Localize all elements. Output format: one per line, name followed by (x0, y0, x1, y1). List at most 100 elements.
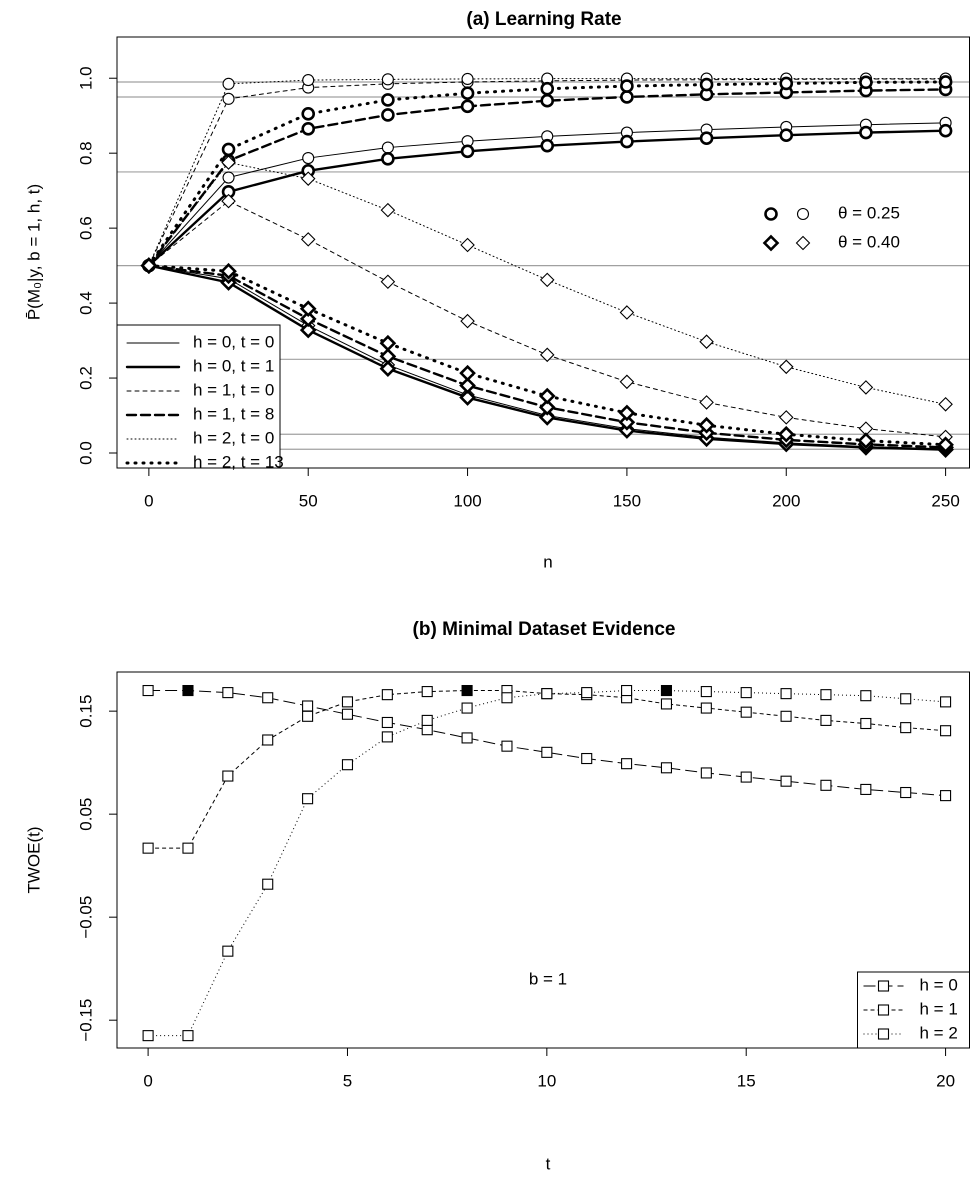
marker (222, 77, 235, 90)
marker (381, 152, 395, 166)
y-axis-label: P̄(M₀|y, b = 1, h, t) (24, 184, 43, 320)
marker (302, 710, 314, 722)
x-tick-label: 20 (936, 1071, 955, 1090)
x-tick-label: 200 (772, 491, 800, 510)
y-tick-label: 0.8 (76, 141, 95, 165)
y-tick-label: −0.05 (76, 896, 95, 939)
marker (460, 144, 475, 159)
marker (540, 93, 555, 108)
marker (262, 692, 274, 704)
marker (780, 775, 792, 787)
marker (302, 74, 315, 87)
marker (301, 107, 316, 121)
marker (796, 207, 810, 221)
marker (618, 404, 636, 422)
marker (182, 684, 194, 697)
marker (222, 945, 234, 957)
marker (700, 686, 712, 698)
marker (538, 387, 556, 405)
y-axis-label: TWOE(t) (24, 826, 43, 893)
legend-label: h = 1, t = 8 (193, 404, 274, 423)
series-line (148, 162, 947, 405)
marker (780, 710, 792, 722)
marker (302, 700, 314, 712)
marker (858, 380, 874, 395)
marker (381, 93, 395, 107)
marker (779, 128, 794, 142)
marker (221, 193, 236, 209)
marker (859, 75, 873, 90)
marker (900, 693, 912, 705)
marker (820, 714, 832, 726)
plot-frame (116, 36, 970, 469)
marker (699, 131, 714, 145)
marker (381, 141, 394, 154)
marker (459, 377, 476, 394)
y-tick-label: 0.6 (76, 216, 95, 240)
marker (780, 688, 792, 700)
marker (379, 347, 397, 365)
legend-label: θ = 0.40 (838, 232, 900, 251)
marker (341, 759, 354, 771)
marker (619, 305, 635, 320)
marker (621, 684, 633, 697)
marker (222, 92, 235, 105)
chart-title: (b) Minimal Dataset Evidence (413, 619, 676, 640)
marker (540, 81, 555, 96)
marker (900, 786, 912, 799)
marker (699, 395, 714, 410)
marker (341, 696, 354, 708)
legend-label: h = 0, t = 0 (193, 332, 274, 351)
legend-label: h = 2, t = 13 (193, 452, 284, 471)
y-tick-label: 0.05 (76, 798, 95, 831)
marker (900, 722, 912, 734)
marker (762, 234, 780, 252)
marker (222, 770, 234, 782)
marker (379, 360, 397, 378)
marker (381, 689, 393, 701)
legend-label: h = 1, t = 0 (193, 380, 274, 399)
marker (381, 716, 393, 729)
marker (938, 75, 953, 89)
marker (820, 779, 832, 791)
marker (461, 684, 473, 697)
series-line (147, 88, 947, 267)
marker (857, 432, 875, 449)
marker (299, 310, 317, 328)
x-tick-label: 5 (343, 1071, 352, 1090)
marker (142, 684, 154, 697)
marker (620, 134, 634, 149)
marker (660, 762, 673, 774)
marker (777, 425, 795, 443)
marker (461, 72, 474, 86)
marker (940, 790, 952, 802)
x-tick-label: 0 (144, 491, 153, 510)
marker (539, 347, 555, 363)
marker (459, 364, 476, 382)
marker (222, 171, 235, 184)
y-tick-label: 0.2 (76, 366, 95, 390)
marker (221, 155, 236, 170)
marker (501, 740, 513, 752)
marker (860, 783, 872, 795)
marker (619, 374, 635, 390)
marker (778, 359, 794, 375)
marker (182, 1030, 194, 1042)
marker (581, 752, 593, 765)
legend-box (857, 971, 970, 1049)
marker (877, 980, 890, 992)
marker (421, 724, 433, 736)
marker (540, 138, 555, 153)
marker (660, 684, 673, 697)
x-axis-label: t (546, 1154, 551, 1173)
y-tick-label: 0.4 (76, 291, 95, 315)
marker (740, 687, 752, 699)
marker (300, 171, 316, 186)
marker (222, 687, 234, 699)
marker (877, 1004, 890, 1016)
marker (620, 90, 634, 104)
marker (700, 767, 712, 779)
y-tick-label: −0.15 (76, 999, 95, 1042)
marker (938, 123, 953, 138)
marker (581, 687, 593, 699)
